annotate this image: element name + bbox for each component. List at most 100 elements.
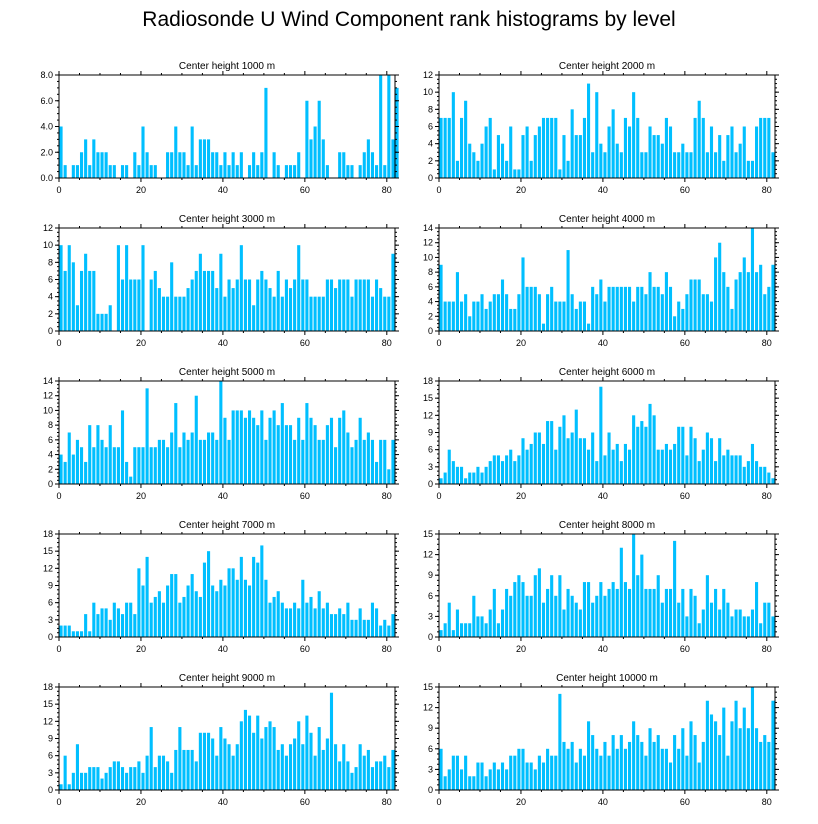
bar	[174, 126, 178, 178]
bar	[632, 301, 636, 331]
bar	[603, 152, 607, 178]
bar	[145, 556, 149, 637]
bar	[771, 264, 775, 331]
bar	[468, 472, 472, 484]
bar	[533, 769, 537, 790]
bar	[513, 169, 517, 178]
x-tick-label: 80	[382, 644, 392, 654]
bar	[505, 160, 509, 178]
bar	[488, 301, 492, 331]
bar	[705, 575, 709, 637]
bar	[284, 165, 288, 179]
x-tick-label: 0	[436, 338, 441, 348]
bar	[656, 286, 660, 331]
bar	[79, 152, 84, 178]
bar	[742, 616, 746, 637]
bar	[771, 616, 775, 637]
bar	[211, 152, 215, 178]
bar	[149, 279, 153, 331]
bar	[108, 425, 112, 484]
bar	[235, 165, 239, 179]
bar	[455, 160, 459, 178]
y-tick-label: 3	[48, 615, 53, 625]
bar	[660, 748, 664, 790]
bar	[517, 169, 521, 178]
bar	[509, 595, 513, 637]
bar	[558, 426, 562, 484]
x-tick-label: 40	[218, 185, 228, 195]
bar	[272, 152, 276, 178]
bar	[693, 438, 697, 484]
bar	[730, 455, 734, 484]
bar	[223, 296, 227, 331]
bar	[387, 767, 391, 790]
bar	[533, 135, 537, 178]
bar	[632, 721, 636, 790]
bar	[215, 439, 219, 484]
bar	[358, 608, 362, 637]
bar	[472, 776, 476, 790]
bar	[366, 749, 370, 790]
bar	[178, 447, 182, 484]
bar	[276, 270, 280, 331]
bar	[738, 143, 742, 178]
bar	[636, 426, 640, 484]
bar	[664, 748, 668, 790]
bar	[595, 461, 599, 484]
y-tick-label: 4	[428, 139, 433, 149]
bar	[496, 135, 500, 178]
bar	[714, 152, 718, 178]
x-tick-label: 0	[436, 644, 441, 654]
bar	[260, 545, 264, 637]
bar	[133, 152, 137, 178]
bar	[574, 409, 578, 484]
bar	[726, 135, 730, 178]
panel-title: Center height 2000 m	[559, 61, 655, 72]
bar	[673, 443, 677, 484]
bar	[133, 614, 137, 637]
bar	[92, 767, 96, 790]
bar	[297, 152, 301, 178]
x-tick-label: 80	[382, 338, 392, 348]
bar	[383, 165, 387, 179]
bar	[726, 286, 730, 331]
bar	[644, 294, 648, 331]
bar	[219, 165, 223, 179]
bar	[623, 286, 627, 331]
bar	[500, 609, 505, 637]
bar	[767, 117, 771, 178]
bar	[219, 381, 223, 484]
x-tick-label: 20	[136, 491, 146, 501]
bar	[599, 279, 603, 331]
bar	[67, 625, 71, 637]
x-tick-label: 40	[598, 644, 608, 654]
bar	[718, 438, 722, 484]
bar	[582, 582, 587, 637]
bar	[161, 296, 166, 331]
bar	[84, 253, 88, 331]
bar	[767, 286, 771, 331]
panel-5: Center height 5000 m 0 20 40 60 80 0 2 4 6 8 10 12 14	[43, 367, 399, 501]
bar	[468, 143, 472, 178]
bar	[734, 279, 738, 331]
bar	[619, 735, 623, 790]
y-tick-label: 6.0	[40, 96, 53, 106]
bar	[759, 623, 763, 637]
panel-3: Center height 3000 m 0 20 40 60 80 0 2 4 6 8 10 12	[43, 214, 399, 348]
bar	[496, 769, 500, 790]
bar	[157, 288, 161, 331]
bar	[476, 616, 480, 637]
bar	[709, 602, 714, 637]
bar	[480, 616, 484, 637]
y-tick-label: 15	[423, 529, 433, 539]
bar	[350, 619, 354, 637]
bar	[533, 575, 537, 637]
bar	[370, 767, 375, 790]
bar	[116, 245, 120, 331]
y-tick-label: 6	[428, 122, 433, 132]
bar	[63, 625, 67, 637]
bar	[767, 472, 771, 484]
bar	[391, 139, 395, 179]
bar	[562, 609, 566, 637]
y-tick-label: 15	[423, 682, 433, 692]
